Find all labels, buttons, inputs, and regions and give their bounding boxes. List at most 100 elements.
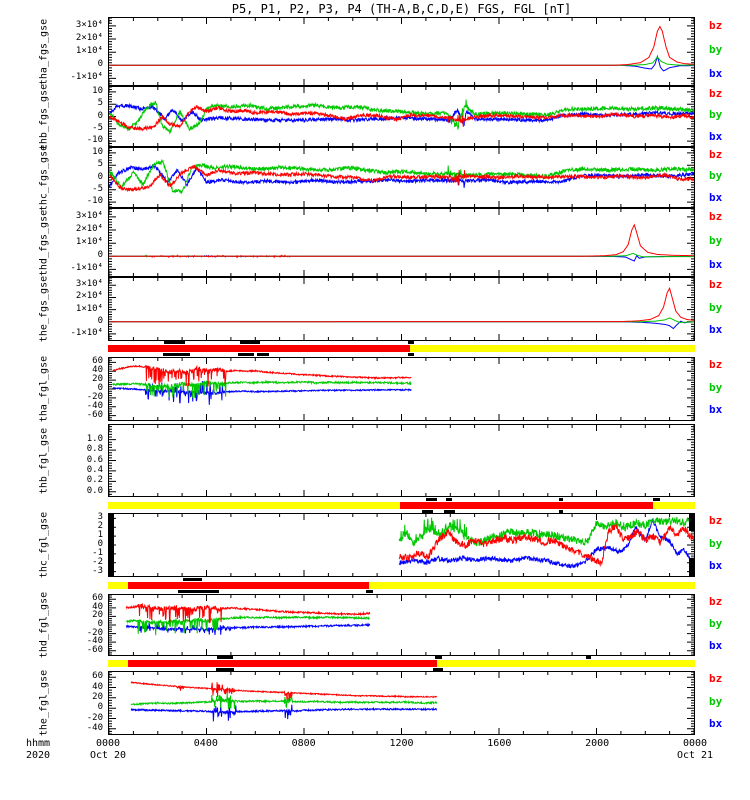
thc_fgs_gse-series-bx [109, 164, 694, 189]
panel-the_fgl_gse [108, 671, 695, 735]
the_fgs_gse-ytick-label: 0 [97, 315, 103, 326]
tha_fgl_gse-ytick-label: -40 [86, 400, 103, 411]
xaxis-tick-label-0000-6: 0000 [682, 738, 708, 749]
thc_fgl_gse-ytick-label: 3 [97, 512, 103, 523]
thb_fgl_gse-axis-ticks [109, 425, 694, 496]
tha_fgs_gse-series-bx [109, 54, 694, 72]
thc_fgs_gse-plot-area [109, 148, 694, 207]
thd_fgs_gse-ytick-label: -1×10⁴ [70, 263, 103, 274]
thc_fgl_gse-plot-area [109, 514, 694, 576]
tha_fgl_gse-ytick-label: -60 [86, 409, 103, 420]
thd_fgs_gse-ytick-label: 0 [97, 250, 103, 261]
the_fgl_gse-series-bz [130, 681, 438, 701]
the_fgs_gse-series-bx [109, 320, 694, 330]
thb_fgl_gse-ytick-label: 0.2 [86, 475, 103, 486]
quality-bar-1-segment-yellow-2 [652, 502, 695, 509]
xaxis-tick-label-0000-0: 0000 [95, 738, 121, 749]
tha_fgs_gse-ytick-label: 2×10⁴ [75, 33, 103, 44]
quality-bar-3-mark-above-1 [434, 656, 442, 659]
thc_fgl_gse-axis-ticks [109, 514, 694, 576]
quality-bar-0-mark-below-0 [163, 353, 190, 356]
the_fgl_gse-series-by [130, 693, 438, 709]
panel-thc_fgl_gse [108, 513, 695, 577]
tha_fgs_gse-legend-by: by [709, 43, 723, 57]
tha_fgl_gse-ytick-label: 0 [97, 383, 103, 393]
tha_fgl_gse-legend-by: by [709, 380, 723, 394]
thd_fgl_gse-ytick-label: -40 [86, 636, 103, 647]
the_fgl_gse-legend-by: by [709, 694, 723, 708]
panel-thb_fgs_gse [108, 86, 695, 147]
tha_fgl_gse-plot-area [109, 358, 694, 420]
thd_fgl_gse-ytick-label: -20 [86, 627, 103, 638]
thd_fgs_gse-ytick-label: 3×10⁴ [75, 210, 103, 221]
thd_fgl_gse-ytick-label: 40 [92, 601, 103, 612]
tha_fgl_gse-ytick-label: -20 [86, 391, 103, 402]
panel-thc_fgs_gse [108, 147, 695, 208]
tha_fgl_gse-ylabel: tha_fgl_gse [38, 355, 50, 423]
quality-bar-1-mark-below-0 [422, 510, 434, 513]
thb_fgs_gse-ytick-label: 10 [92, 85, 103, 96]
xaxis-tick-label-0800-2: 0800 [291, 738, 316, 749]
thb_fgl_gse-ylabel: thb_fgl_gse [38, 427, 50, 494]
thb_fgs_gse-ylabel: thb_fgs_gse [38, 83, 50, 150]
quality-bar-3-segment-red-1 [128, 660, 437, 667]
tha_fgs_gse-ytick-label: 1×10⁴ [75, 46, 103, 57]
thc_fgs_gse-legend-bx: bx [709, 190, 723, 204]
quality-bar-1-mark-below-2 [558, 510, 564, 513]
thb_fgl_gse-ytick-label: 0.6 [86, 454, 103, 465]
thb_fgs_gse-axis-ticks [109, 87, 694, 146]
thc_fgl_gse-series-bz [398, 523, 694, 568]
the_fgl_gse-ytick-label: 40 [92, 681, 103, 692]
quality-bar-1-mark-above-3 [653, 498, 660, 501]
quality-bar-0-mark-below-3 [407, 353, 414, 356]
the_fgl_gse-plot-area [109, 672, 694, 734]
thc_fgs_gse-ytick-label: -10 [86, 196, 103, 207]
panel-tha_fgs_gse [108, 17, 695, 86]
thd_fgl_gse-legend-bx: bx [709, 638, 723, 652]
thd_fgl_gse-legend-bz: bz [709, 595, 723, 609]
tha_fgl_gse-ytick-label: 60 [92, 356, 103, 367]
thc_fgl_gse-ytick-label: -3 [92, 565, 103, 576]
thd_fgs_gse-series-bz [109, 223, 694, 259]
quality-bar-3-mark-below-0 [215, 668, 234, 671]
thc_fgs_gse-legend-bz: bz [709, 148, 723, 162]
the_fgs_gse-legend-bx: bx [709, 323, 723, 337]
tha_fgs_gse-series-bz [109, 25, 694, 66]
xaxis-tick-label-2000-5: 2000 [585, 738, 610, 749]
quality-bar-3-segment-yellow-2 [436, 660, 695, 667]
the_fgl_gse-legend-bz: bz [709, 672, 723, 686]
thd_fgl_gse-series-by [125, 614, 370, 636]
quality-bar-2-mark-above-0 [182, 578, 203, 581]
tha_fgs_gse-plot-area [109, 18, 694, 85]
the_fgs_gse-ytick-label: 1×10⁴ [75, 303, 103, 314]
panel-thd_fgl_gse [108, 594, 695, 656]
thd_fgl_gse-ylabel: thd_fgl_gse [38, 591, 50, 659]
tha_fgs_gse-ytick-label: 0 [97, 59, 103, 70]
thc_fgl_gse-ytick-label: 0 [97, 539, 103, 549]
thc_fgs_gse-legend-by: by [709, 169, 723, 183]
quality-bar-3-mark-above-0 [216, 656, 233, 659]
tha_fgl_gse-ytick-label: 20 [92, 374, 103, 385]
quality-bar-0-mark-above-1 [240, 341, 260, 344]
tha_fgl_gse-series-bx [112, 381, 412, 405]
thd_fgs_gse-axis-ticks [109, 209, 694, 276]
thb_fgl_gse-ytick-label: 0.4 [86, 464, 103, 475]
tha_fgs_gse-ylabel: tha_fgs_gse [38, 18, 50, 85]
quality-bar-3-mark-above-2 [586, 656, 592, 659]
thd_fgs_gse-legend-by: by [709, 234, 723, 248]
thc_fgl_gse-ytick-label: 2 [97, 521, 103, 532]
thd_fgl_gse-plot-area [109, 595, 694, 655]
thd_fgl_gse-ytick-label: -60 [86, 644, 103, 655]
thd_fgl_gse-axis-ticks [109, 595, 694, 655]
the_fgs_gse-series-bz [109, 286, 694, 323]
time-axis-year-label: 2020 [26, 750, 51, 761]
thb_fgs_gse-ytick-label: -10 [86, 135, 103, 146]
thb_fgs_gse-series-bz [109, 104, 694, 132]
quality-bar-3-mark-below-1 [433, 668, 444, 671]
thb_fgs_gse-legend-bz: bz [709, 87, 723, 101]
quality-bar-0-mark-above-2 [407, 341, 414, 344]
plot-title: P5, P1, P2, P3, P4 (TH-A,B,C,D,E) FGS, F… [231, 2, 572, 16]
thc_fgl_gse-flag-block-right-0 [689, 513, 695, 531]
quality-bar-0-mark-below-1 [237, 353, 254, 356]
thb_fgl_gse-ytick-label: 0.8 [86, 444, 103, 455]
